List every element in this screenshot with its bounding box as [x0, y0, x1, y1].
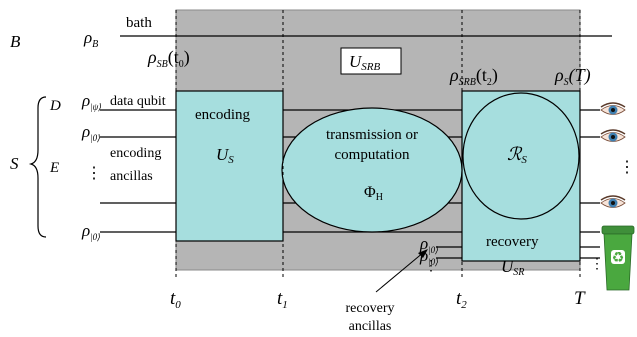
recovery-ancillas-arrow [375, 251, 425, 293]
time-label-t2: t2 [456, 288, 467, 311]
system-brace [28, 96, 47, 238]
vdots-right-2: ⋮ [590, 257, 604, 272]
vdots-left: ⋮ [86, 165, 102, 182]
rho-sb-t0: ρSB(t0) [147, 47, 190, 70]
u-s-label: US [216, 145, 234, 166]
recovery-ancillas-label-1: recovery [346, 301, 395, 316]
data-qubit-label: data qubit [110, 94, 166, 109]
transmission-label-1: transmission or [326, 127, 418, 143]
u-srb-box [340, 47, 402, 75]
vdots-right: ⋮ [619, 159, 635, 176]
encoding-ancillas-label-1: encoding [110, 146, 161, 161]
rho-s-T: ρS(T) [554, 65, 591, 88]
label-B: B [10, 32, 21, 51]
rho-srb-t2: ρSRB(t2) [449, 65, 498, 88]
svg-text:♻: ♻ [612, 250, 625, 266]
rho-0-b: ρ|0⟩ [81, 221, 101, 242]
phi-h-label: ΦH [364, 184, 383, 203]
rho-recovery-2: ρ|0⟩ [419, 246, 439, 267]
label-D: D [49, 98, 61, 114]
vdots-mid: ⋮ [424, 259, 438, 274]
recovery-ancillas-arrowhead [418, 249, 428, 258]
eye-icon [600, 129, 626, 142]
transmission-label-2: computation [335, 147, 410, 163]
transmission-ellipse [281, 107, 463, 233]
label-E: E [49, 160, 59, 176]
rho-recovery-1: ρ|0⟩ [419, 234, 439, 255]
rho-psi: ρ|ψ⟩ [81, 91, 102, 112]
time-label-T: T [574, 288, 586, 309]
rho-B: ρB [83, 28, 98, 50]
r-s-label: ℛS [507, 144, 527, 166]
eye-icon [600, 195, 626, 208]
encoding-box [175, 90, 284, 242]
eye-icon [600, 102, 626, 115]
rho-0-a: ρ|0⟩ [81, 122, 101, 143]
encoding-label: encoding [195, 107, 250, 123]
recovery-label: recovery [486, 234, 539, 250]
time-label-t1: t1 [277, 288, 288, 311]
recovery-ancillas-label-2: ancillas [349, 319, 392, 334]
u-sr-label: USR [501, 257, 524, 278]
recovery-circle [462, 92, 580, 220]
bath-label: bath [126, 15, 152, 31]
encoding-ancillas-label-2: ancillas [110, 169, 153, 184]
recycle-bin-icon: ♻ [601, 225, 635, 291]
label-S: S [10, 154, 19, 173]
time-label-t0: t0 [170, 288, 181, 311]
u-srb-label: USRB [349, 52, 381, 73]
